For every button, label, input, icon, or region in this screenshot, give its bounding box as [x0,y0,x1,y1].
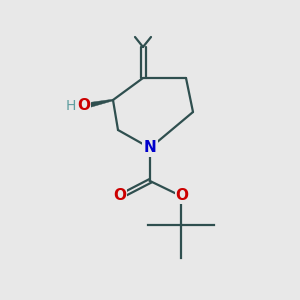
Text: H: H [66,99,76,113]
Text: N: N [144,140,156,155]
Text: O: O [176,188,188,203]
Text: O: O [113,188,127,203]
Text: O: O [77,98,91,113]
Polygon shape [79,99,113,110]
